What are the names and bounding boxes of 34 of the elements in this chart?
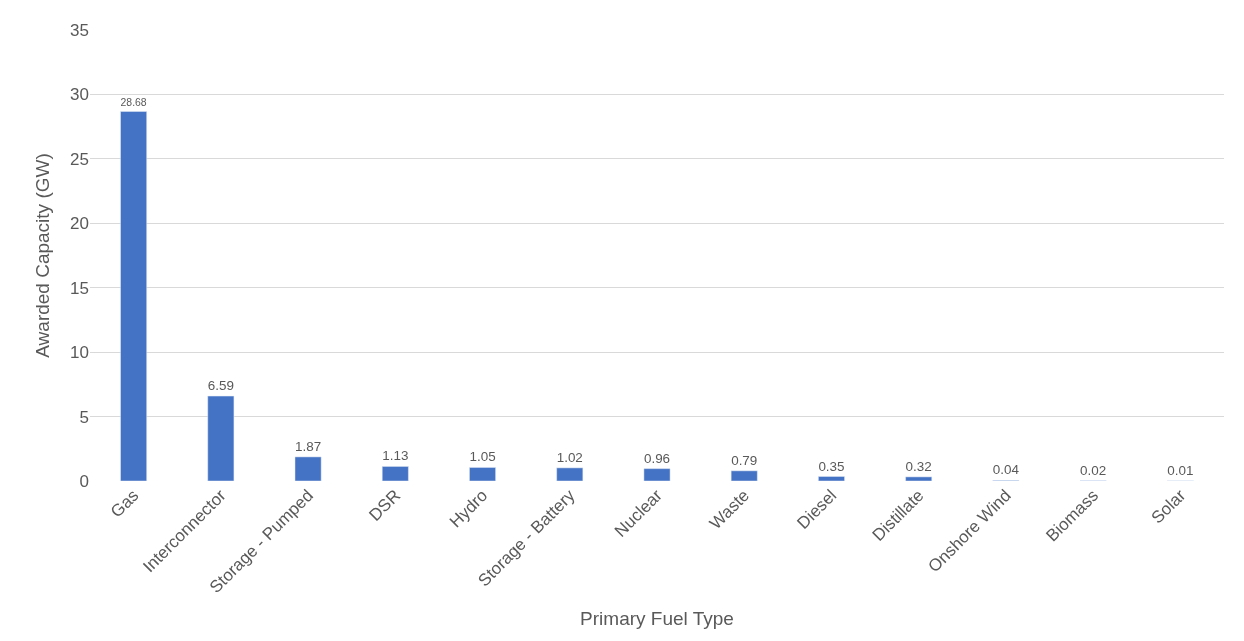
- y-tick-label: 5: [79, 407, 89, 427]
- bar: [905, 476, 933, 481]
- data-label: 1.05: [469, 449, 496, 465]
- bar: [381, 466, 409, 481]
- bar: [730, 470, 758, 481]
- data-label: 0.96: [643, 450, 671, 466]
- bar: [294, 456, 322, 481]
- data-label: 1.02: [556, 449, 583, 465]
- data-label: 0.32: [905, 458, 932, 474]
- bar: [556, 467, 584, 481]
- bar: [120, 111, 147, 481]
- bar: [207, 395, 235, 481]
- bar: [818, 476, 845, 481]
- data-label: 0.79: [731, 452, 758, 468]
- y-tick-label: 15: [70, 278, 89, 298]
- y-tick-label: 25: [70, 149, 89, 169]
- y-tick-label: 0: [79, 471, 89, 491]
- bar: [643, 468, 671, 481]
- data-label: 28.68: [120, 97, 147, 109]
- x-tick-label: Gas: [106, 485, 143, 522]
- y-axis-title: Awarded Capacity (GW): [31, 153, 53, 358]
- y-tick-label: 30: [70, 85, 89, 105]
- data-label: 0.35: [818, 458, 845, 474]
- data-label: 1.87: [295, 438, 322, 454]
- y-tick-label: 35: [70, 20, 89, 40]
- x-axis-title: Primary Fuel Type: [580, 607, 734, 629]
- y-tick-label: 20: [70, 214, 89, 234]
- data-label: 0.04: [992, 462, 1020, 478]
- bar: [469, 467, 496, 481]
- data-label: 0.01: [1167, 462, 1194, 478]
- y-tick-label: 10: [70, 343, 89, 363]
- data-label: 6.59: [207, 378, 234, 394]
- data-label: 1.13: [382, 448, 409, 464]
- data-label: 0.02: [1080, 462, 1107, 478]
